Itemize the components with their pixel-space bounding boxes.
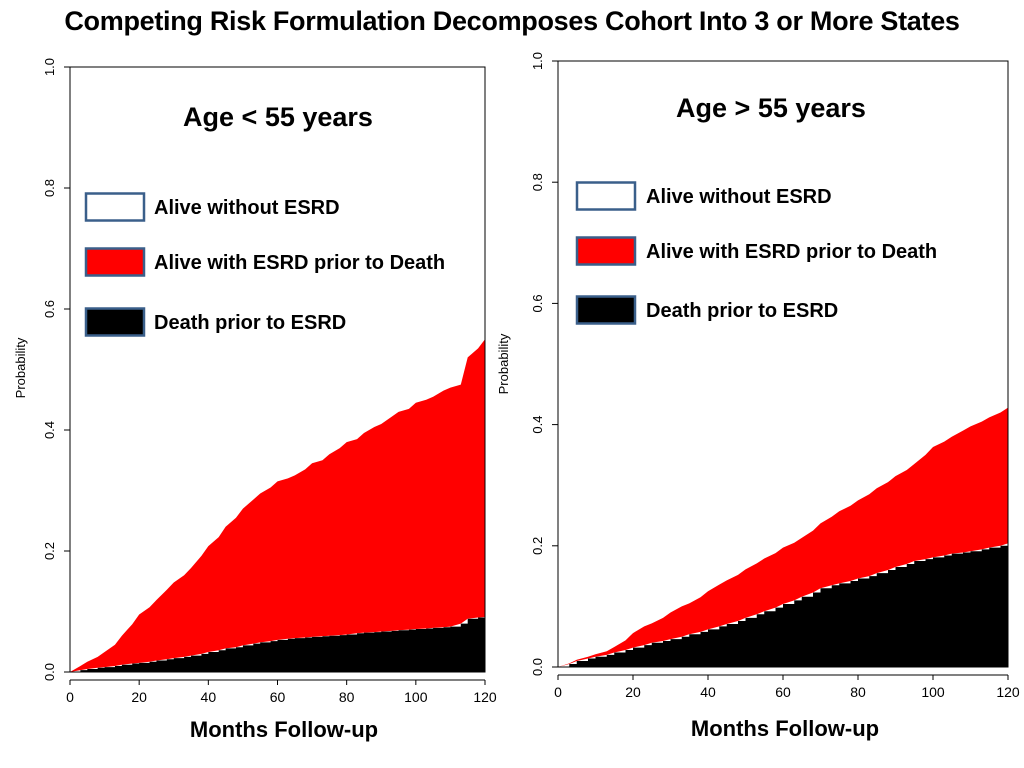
x-tick-label: 60 (270, 689, 286, 705)
plot-frame (69, 66, 486, 673)
legend-label: Alive without ESRD (646, 186, 832, 208)
area-alive-with-esrd (70, 339, 485, 672)
x-tick-label: 40 (700, 684, 716, 700)
y-axis-label: Probability (13, 337, 28, 398)
x-tick-label: 0 (66, 689, 74, 705)
legend-swatch (84, 247, 146, 277)
x-tick-label: 0 (554, 684, 562, 700)
x-tick-label: 120 (473, 689, 497, 705)
legend-label: Death prior to ESRD (154, 312, 346, 334)
area-death-prior-to-esrd (70, 616, 485, 672)
x-axis-label: Months Follow-up (190, 717, 378, 742)
y-tick-label: 0.0 (530, 658, 545, 676)
y-tick-label: 0.0 (42, 663, 57, 681)
y-tick-label: 0.2 (42, 542, 57, 560)
y-axis-label: Probability (496, 333, 511, 394)
x-axis-label: Months Follow-up (691, 716, 879, 741)
y-tick-label: 0.8 (530, 173, 545, 191)
chart-subtitle: Age > 55 years (676, 93, 866, 123)
x-tick-label: 60 (775, 684, 791, 700)
y-tick-label: 0.2 (530, 537, 545, 555)
legend-label: Alive with ESRD prior to Death (154, 252, 445, 274)
x-tick-label: 120 (996, 684, 1020, 700)
y-tick-label: 0.4 (530, 416, 545, 434)
legend-swatch (84, 307, 146, 337)
x-tick-label: 40 (201, 689, 217, 705)
x-tick-label: 80 (339, 689, 355, 705)
legend-swatch (575, 295, 637, 325)
legend-swatch (84, 192, 146, 222)
y-tick-label: 1.0 (42, 58, 57, 76)
x-tick-label: 20 (131, 689, 147, 705)
legend-swatch (575, 181, 637, 211)
area-death-prior-to-esrd (558, 543, 1008, 667)
legend-label: Alive without ESRD (154, 197, 340, 219)
x-tick-label: 80 (850, 684, 866, 700)
x-tick-label: 100 (921, 684, 945, 700)
legend-label: Death prior to ESRD (646, 300, 838, 322)
y-tick-label: 0.6 (42, 300, 57, 318)
y-tick-label: 1.0 (530, 52, 545, 70)
legend-swatch (575, 236, 637, 266)
y-tick-label: 0.8 (42, 179, 57, 197)
plot-frame (557, 60, 1009, 668)
x-tick-label: 100 (404, 689, 428, 705)
x-tick-label: 20 (625, 684, 641, 700)
slide-title: Competing Risk Formulation Decomposes Co… (64, 6, 960, 36)
y-tick-label: 0.6 (530, 294, 545, 312)
chart-subtitle: Age < 55 years (183, 102, 373, 132)
legend-label: Alive with ESRD prior to Death (646, 241, 937, 263)
area-alive-with-esrd (558, 407, 1008, 667)
y-tick-label: 0.4 (42, 421, 57, 439)
